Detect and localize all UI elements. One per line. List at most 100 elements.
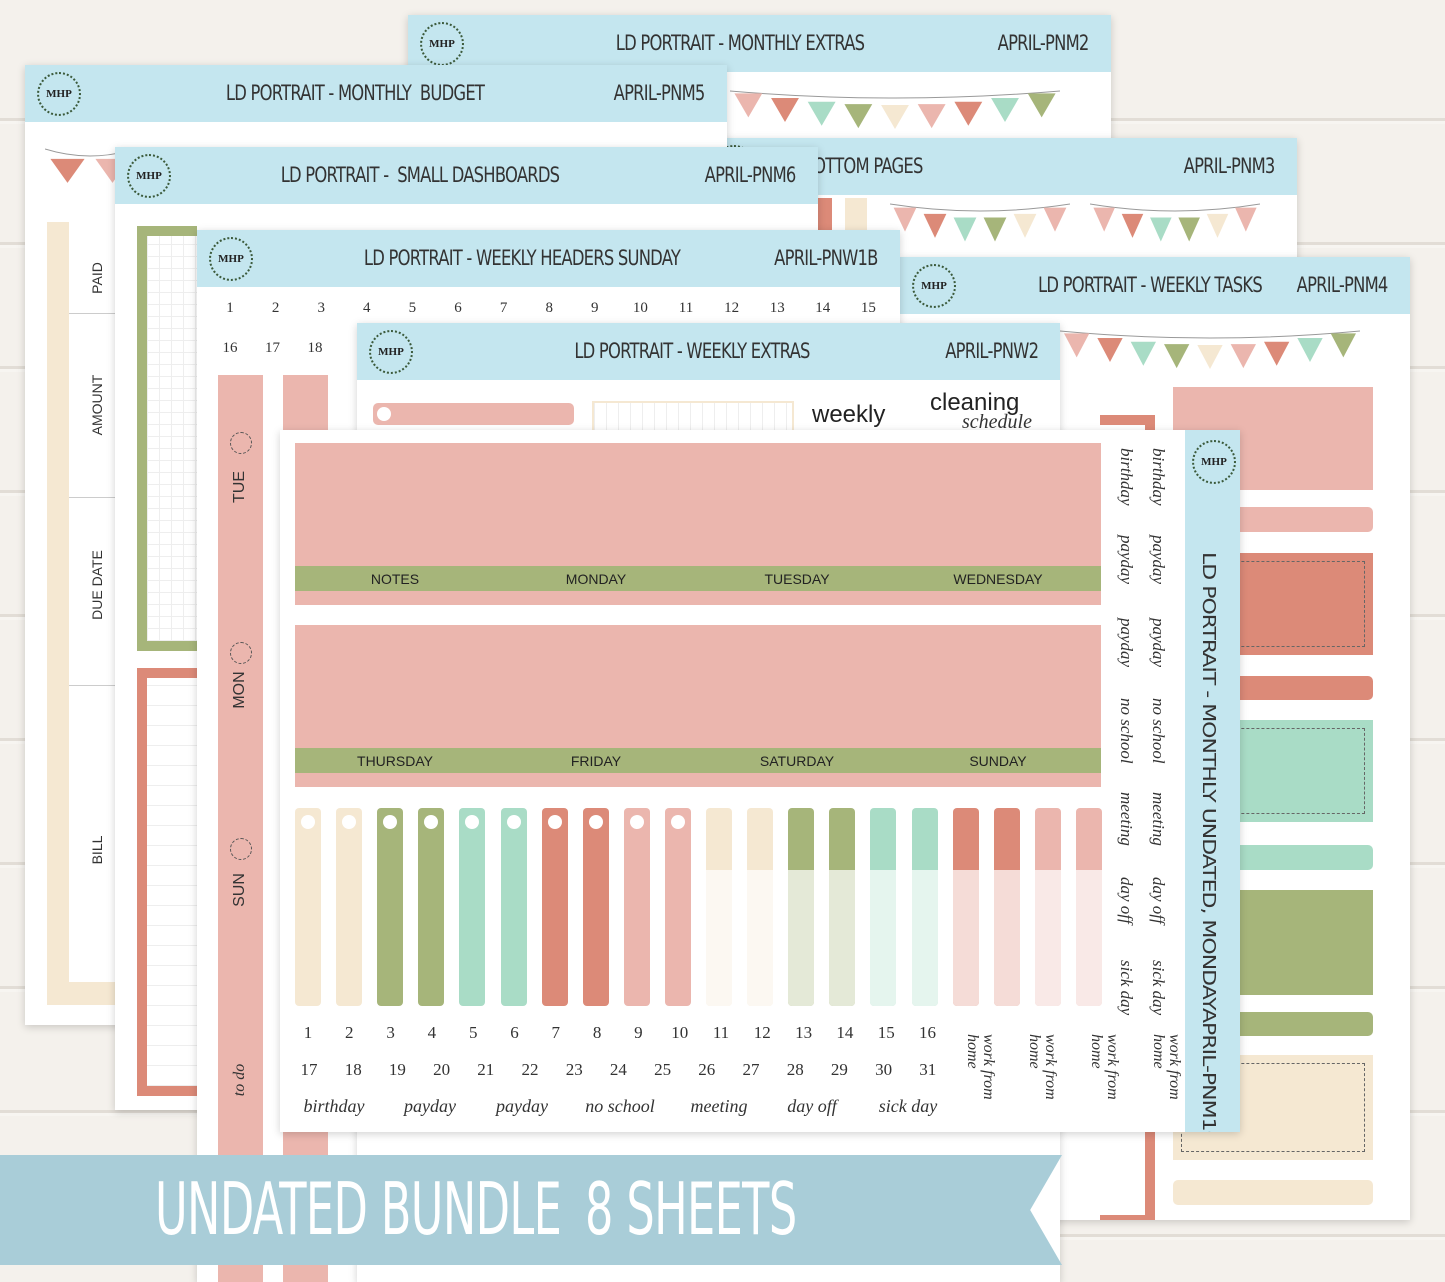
dot	[301, 815, 315, 829]
tab-light	[706, 870, 732, 1006]
date-number: 5	[468, 1023, 478, 1042]
day-header: NOTES	[370, 571, 420, 587]
day-header: TUESDAY	[764, 571, 830, 587]
date-number: 13	[769, 300, 785, 316]
tab-strip	[706, 808, 732, 1006]
date-number: 3	[386, 1023, 395, 1042]
tab-light	[952, 870, 979, 1006]
date-number: 16	[919, 1023, 936, 1042]
date-number: 20	[433, 1060, 451, 1079]
budget-column: BILL	[89, 835, 105, 865]
day-label: SUN	[231, 873, 248, 907]
logo: MHP	[1192, 440, 1236, 484]
side-header	[1185, 430, 1240, 1132]
date-number: 12	[724, 300, 740, 316]
date-number: 22	[521, 1060, 539, 1079]
side-label: payday	[1117, 535, 1136, 585]
side-label: sick day	[1149, 960, 1168, 1016]
sheet-header	[25, 65, 727, 122]
sheet-title: LD PORTRAIT - WEEKLY HEADERS SUNDAY	[363, 246, 681, 270]
banner: UNDATED BUNDLE 8 SHEETS	[0, 1155, 1062, 1265]
date-number: 23	[565, 1060, 583, 1079]
tab-light	[829, 870, 856, 1006]
work-label: work from home	[1088, 1034, 1121, 1100]
side-label: no school	[1117, 698, 1136, 764]
work-label: work from home	[1026, 1034, 1059, 1100]
note-label: to do	[231, 1063, 248, 1097]
dot	[342, 815, 357, 829]
side-label: sick day	[1117, 960, 1136, 1016]
tab-strip	[788, 808, 815, 1006]
day-header: THURSDAY	[357, 753, 433, 769]
side-label: meeting	[1149, 792, 1168, 846]
label: birthday	[303, 1096, 365, 1116]
sticker-sheet: NOTES MONDAY TUESDAY WEDNESDAY THURSDAY FRIDA…	[280, 430, 1240, 1132]
dot	[383, 815, 398, 829]
side-label: day off	[1149, 877, 1168, 924]
sheet-title: LD PORTRAIT - MONTHLY EXTRAS	[615, 31, 865, 55]
tab-light	[747, 870, 774, 1006]
sheet-title: LD PORTRAIT - MONTHLY BUDGET	[225, 81, 485, 105]
tab-strip	[1075, 808, 1102, 1006]
tab-strip	[829, 808, 856, 1006]
tab-strip	[952, 808, 979, 1006]
label: payday	[496, 1096, 548, 1116]
side-label: meeting	[1117, 792, 1136, 846]
date-number: 25	[654, 1060, 672, 1079]
date-number: 8	[545, 300, 553, 316]
budget-column: DUE DATE	[89, 550, 105, 620]
date-number: 19	[388, 1060, 406, 1079]
work-label: work from home	[1150, 1034, 1183, 1100]
date-number: 14	[815, 300, 831, 316]
tab-strip	[418, 808, 445, 1006]
sticker-block	[1173, 1180, 1373, 1205]
tab-light	[1075, 870, 1102, 1006]
label: payday	[404, 1096, 456, 1116]
date-number: 3	[317, 300, 325, 316]
divider	[69, 497, 115, 498]
date-number: 18	[344, 1060, 362, 1079]
dot	[377, 407, 391, 421]
tab-light	[788, 870, 815, 1006]
sheet-title: LD PORTRAIT - SMALL DASHBOARDS	[280, 163, 560, 187]
dashed-circle	[230, 432, 252, 454]
date-number: 10	[632, 300, 648, 316]
budget-frame	[47, 222, 115, 1005]
date-number: 6	[454, 300, 462, 316]
day-label: MON	[231, 671, 248, 709]
date-number: 12	[753, 1023, 771, 1042]
sheet-header	[197, 230, 900, 287]
side-label: birthday	[1117, 448, 1136, 506]
tab-strip	[911, 808, 938, 1006]
date-number: 7	[499, 300, 508, 316]
dashed-circle	[230, 642, 252, 664]
date-number: 4	[363, 300, 371, 316]
logo: MHP	[369, 330, 413, 374]
bunting	[1090, 203, 1260, 242]
date-number: 27	[742, 1060, 760, 1079]
tab-light	[993, 870, 1020, 1006]
sheet-header	[115, 147, 818, 204]
side-label: payday	[1117, 618, 1136, 668]
date-number: 11	[678, 300, 694, 316]
tab-strip	[747, 808, 774, 1006]
sheet-code: APRIL-PNW1B	[774, 246, 879, 270]
dot	[465, 815, 480, 829]
word: cleaning	[930, 389, 1020, 416]
budget-column: AMOUNT	[89, 374, 105, 436]
tab-strip	[377, 808, 404, 1006]
date-number: 5	[408, 300, 417, 316]
sheet-code: APRIL-PNW2	[944, 339, 1039, 363]
sheet-title: LD PORTRAIT - WEEKLY EXTRAS	[574, 339, 810, 363]
bunting	[890, 203, 1070, 242]
date-number: 10	[671, 1023, 689, 1042]
date-number: 31	[919, 1060, 937, 1079]
date-number: 9	[591, 300, 599, 316]
sheet-code: APRIL-PNM3	[1184, 154, 1276, 178]
frame	[137, 668, 197, 1096]
date-number: 16	[222, 340, 238, 356]
day-strip	[218, 375, 263, 1282]
date-number: 18	[307, 340, 323, 356]
label: day off	[787, 1096, 837, 1116]
